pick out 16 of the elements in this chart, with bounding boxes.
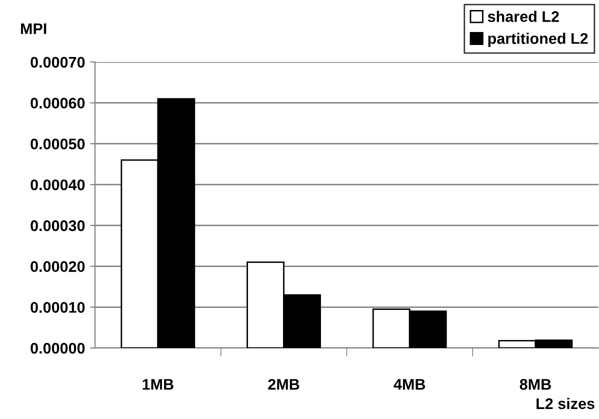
y-tick-label: 0.00020 — [30, 261, 85, 272]
x-tick-label: 4MB — [394, 379, 426, 390]
y-tick-label: 0.00010 — [30, 302, 85, 313]
legend-label: shared L2 — [488, 10, 559, 22]
x-tick-label: 2MB — [268, 378, 300, 390]
legend-label: partitioned L2 — [488, 32, 588, 47]
y-axis-title: MPI — [21, 23, 46, 34]
x-axis-title: L2 sizes — [536, 398, 594, 410]
y-tick-label: 0.00030 — [30, 220, 85, 232]
x-tick-label: 8MB — [520, 378, 551, 390]
y-tick-label: 0.00040 — [30, 179, 85, 190]
y-tick-label: 0.00070 — [30, 56, 85, 68]
y-tick-label: 0.00050 — [30, 138, 85, 150]
y-tick-label: 0.00000 — [30, 342, 85, 354]
x-tick-label: 1MB — [142, 379, 174, 390]
y-tick-label: 0.00060 — [30, 98, 85, 109]
